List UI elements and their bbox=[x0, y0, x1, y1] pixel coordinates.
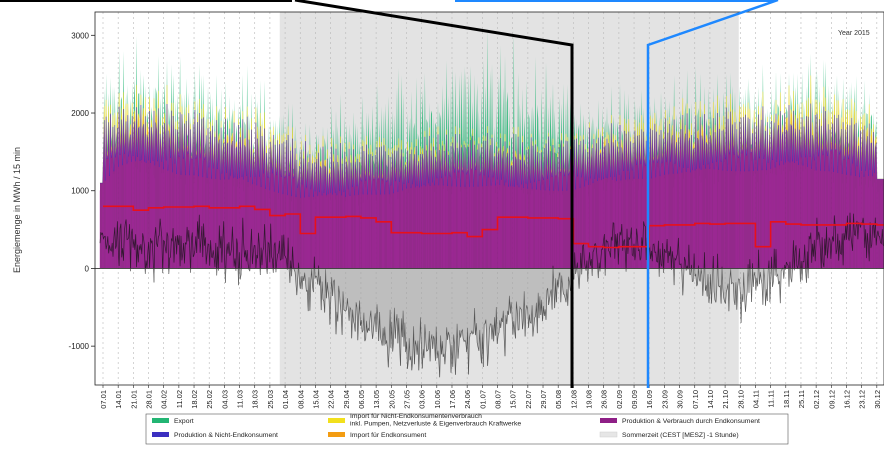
x-tick-label: 09.09 bbox=[630, 390, 639, 409]
x-tick-label: 01.07 bbox=[478, 390, 487, 409]
x-tick-label: 16.12 bbox=[842, 390, 851, 409]
series-export bbox=[99, 28, 884, 198]
x-tick-label: 30.12 bbox=[873, 390, 882, 409]
x-tick-label: 09.12 bbox=[827, 390, 836, 409]
x-tick-label: 19.08 bbox=[585, 390, 594, 409]
legend-swatch bbox=[328, 432, 345, 437]
x-tick-label: 04.02 bbox=[160, 390, 169, 409]
legend-swatch bbox=[152, 432, 169, 437]
x-tick-label: 30.09 bbox=[676, 390, 685, 409]
x-tick-label: 25.11 bbox=[797, 390, 806, 408]
annotation-line-blue bbox=[646, 0, 779, 388]
legend-label: Import für Nicht-Endkonsumentenverbrauch bbox=[350, 413, 482, 420]
legend-label: Import für Endkonsument bbox=[350, 432, 426, 439]
plot-area bbox=[95, 12, 884, 385]
x-tick-label: 10.06 bbox=[433, 390, 442, 409]
x-tick-label: 23.12 bbox=[858, 390, 867, 409]
series-nicht-endkonsument bbox=[99, 103, 884, 198]
legend-swatch bbox=[152, 418, 169, 423]
y-axis-label: Energiemenge in MWh / 15 min bbox=[12, 147, 22, 273]
x-tick-label: 08.07 bbox=[494, 390, 503, 409]
legend-label: Sommerzeit (CEST [MESZ] -1 Stunde) bbox=[622, 432, 739, 439]
x-tick-label: 28.10 bbox=[736, 390, 745, 409]
x-tick-label: 18.03 bbox=[251, 390, 260, 409]
legend-frame bbox=[145, 413, 789, 445]
series-red-line bbox=[103, 205, 884, 249]
x-tick-label: 02.12 bbox=[812, 390, 821, 409]
x-tick-label: 14.01 bbox=[114, 390, 123, 409]
x-tick-label: 11.02 bbox=[175, 390, 184, 408]
x-tick-label: 20.05 bbox=[387, 390, 396, 409]
legend-label: Produktion & Nicht-Endkonsument bbox=[174, 432, 278, 439]
x-tick-label: 22.04 bbox=[327, 390, 336, 409]
x-tick-label: 28.01 bbox=[145, 390, 154, 409]
legend-swatch bbox=[328, 418, 345, 423]
legend-swatch bbox=[600, 418, 617, 423]
x-tick-label: 15.04 bbox=[311, 390, 320, 409]
plot-frame bbox=[94, 11, 884, 386]
x-tick-label: 08.04 bbox=[296, 390, 305, 409]
legend-swatch bbox=[599, 431, 618, 438]
x-tick-label: 17.06 bbox=[448, 390, 457, 409]
x-tick-label: 25.02 bbox=[205, 390, 214, 409]
x-tick-label: 11.03 bbox=[236, 390, 245, 408]
x-tick-label: 21.01 bbox=[129, 390, 138, 409]
x-tick-label: 01.04 bbox=[281, 390, 290, 409]
series-net-negative bbox=[99, 268, 884, 378]
x-tick-label: 27.05 bbox=[402, 390, 411, 409]
legend-label: Produktion & Verbrauch durch Endkonsumen… bbox=[622, 418, 760, 425]
legend: Export Produktion & Nicht-Endkonsument Imp… bbox=[145, 413, 789, 445]
x-tick-label: 25.03 bbox=[266, 390, 275, 409]
legend-label: Export bbox=[174, 418, 194, 425]
x-tick-label: 23.09 bbox=[660, 390, 669, 409]
y-tick-label: 2000 bbox=[71, 109, 89, 118]
x-tick-label: 29.04 bbox=[342, 390, 351, 409]
x-tick-label: 07.10 bbox=[691, 390, 700, 409]
y-tick-label: -1000 bbox=[69, 342, 90, 351]
x-tick-label: 29.07 bbox=[539, 390, 548, 409]
series-import-nicht-endkonsument bbox=[99, 75, 884, 198]
legend-label: inkl. Pumpen, Netzverluste & Eigenverbra… bbox=[350, 420, 521, 427]
x-tick-label: 21.10 bbox=[721, 390, 730, 409]
x-tick-label: 11.11 bbox=[767, 390, 776, 408]
annotation-line-black bbox=[294, 0, 574, 388]
y-tick-label: 3000 bbox=[71, 31, 89, 40]
x-tick-label: 18.11 bbox=[782, 390, 791, 408]
x-tick-label: 22.07 bbox=[524, 390, 533, 409]
x-tick-label: 04.03 bbox=[220, 390, 229, 409]
year-label: Year 2015 bbox=[838, 30, 870, 37]
x-tick-label: 26.08 bbox=[600, 390, 609, 409]
x-tick-label: 13.05 bbox=[372, 390, 381, 409]
x-tick-label: 15.07 bbox=[509, 390, 518, 409]
x-tick-label: 24.06 bbox=[463, 390, 472, 409]
x-tick-label: 18.02 bbox=[190, 390, 199, 409]
x-tick-label: 06.05 bbox=[357, 390, 366, 409]
x-tick-label: 03.06 bbox=[418, 390, 427, 409]
x-tick-label: 04.11 bbox=[751, 390, 760, 408]
x-tick-label: 02.09 bbox=[615, 390, 624, 409]
x-tick-label: 16.09 bbox=[645, 390, 654, 409]
y-tick-label: 1000 bbox=[71, 187, 89, 196]
x-tick-label: 07.01 bbox=[99, 390, 108, 409]
x-tick-label: 14.10 bbox=[706, 390, 715, 409]
y-tick-label: 0 bbox=[85, 264, 90, 273]
x-tick-label: 05.08 bbox=[554, 390, 563, 409]
x-tick-label: 12.08 bbox=[569, 390, 578, 409]
